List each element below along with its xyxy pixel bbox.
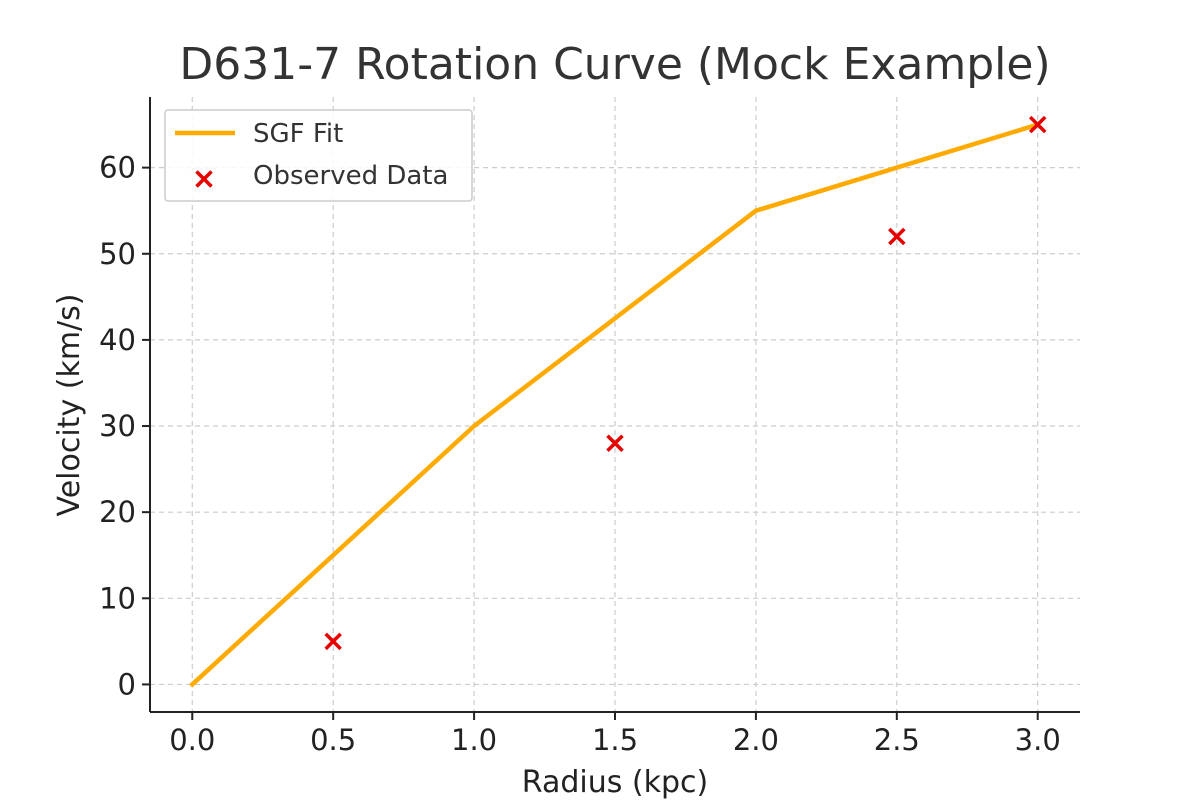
y-tick-label: 20 bbox=[99, 495, 136, 529]
x-tick-label: 1.0 bbox=[451, 723, 497, 757]
x-tick-label: 3.0 bbox=[1015, 723, 1061, 757]
y-tick-label: 50 bbox=[99, 237, 136, 271]
chart-title: D631-7 Rotation Curve (Mock Example) bbox=[179, 39, 1050, 90]
observed-data-point bbox=[324, 632, 342, 651]
y-axis-ticks: 0 10 20 30 40 50 60 bbox=[99, 151, 150, 701]
y-tick-label: 40 bbox=[99, 323, 136, 357]
x-tick-label: 1.5 bbox=[592, 723, 638, 757]
observed-data-point bbox=[606, 434, 624, 452]
legend-x-marker bbox=[195, 170, 213, 188]
sgf-fit-line bbox=[189, 121, 1041, 688]
series bbox=[189, 115, 1047, 688]
legend-box bbox=[164, 109, 473, 202]
legend-swatch-observed-data bbox=[195, 170, 213, 188]
x-tick-label: 0.5 bbox=[310, 723, 356, 757]
y-tick-label: 10 bbox=[99, 581, 136, 615]
x-tick-label: 2.0 bbox=[733, 723, 779, 757]
x-axis-ticks: 0.0 0.5 1.0 1.5 2.0 2.5 3.0 bbox=[169, 712, 1061, 757]
x-tick-label: 0.0 bbox=[169, 723, 215, 757]
y-axis-label: Velocity (km/s) bbox=[52, 294, 87, 517]
y-tick-label: 30 bbox=[99, 409, 136, 443]
y-tick-label: 60 bbox=[99, 151, 136, 185]
y-tick-label: 0 bbox=[118, 667, 136, 701]
legend-label-observed-data: Observed Data bbox=[253, 161, 448, 191]
x-axis-label: Radius (kpc) bbox=[522, 765, 708, 800]
observed-data-point bbox=[1028, 115, 1047, 134]
legend: SGF Fit Observed Data bbox=[164, 109, 473, 202]
legend-label-sgf-fit: SGF Fit bbox=[253, 119, 343, 149]
observed-data-point bbox=[888, 227, 906, 246]
x-tick-label: 2.5 bbox=[874, 723, 920, 757]
